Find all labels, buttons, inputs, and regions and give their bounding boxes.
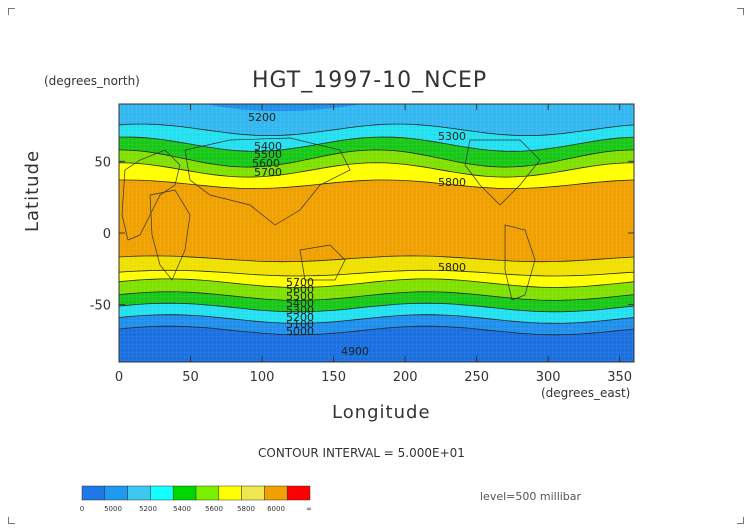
contour-label: 5700 xyxy=(286,276,314,289)
colorbar-swatch xyxy=(241,485,265,501)
continent-outline xyxy=(184,137,351,226)
x-axis-unit: (degrees_east) xyxy=(541,386,631,400)
colorbar-swatch xyxy=(172,485,197,501)
x-tick-label: 100 xyxy=(250,370,275,385)
colorbar-label: 6000 xyxy=(267,505,285,513)
colorbar-label: 5000 xyxy=(104,505,122,513)
colorbar-label: 5800 xyxy=(237,505,255,513)
y-tick-label: -50 xyxy=(90,299,111,314)
x-tick-label: 300 xyxy=(536,370,561,385)
colorbar-swatch xyxy=(195,485,220,501)
contour-label: 5300 xyxy=(438,130,466,143)
colorbar-swatch xyxy=(286,485,311,501)
contour-label: 5600 xyxy=(252,157,280,170)
contour-interval-note: CONTOUR INTERVAL = 5.000E+01 xyxy=(258,446,465,460)
level-note: level=500 millibar xyxy=(480,490,582,503)
contour-label: 5200 xyxy=(248,111,276,124)
corner-mark-bl xyxy=(8,517,15,524)
contour-label: 5400 xyxy=(286,297,314,310)
contour-label: 5200 xyxy=(286,311,314,324)
axis-ticks xyxy=(118,104,634,362)
colorbar-label: 5200 xyxy=(139,505,157,513)
colorbar-swatch xyxy=(150,485,174,501)
lat-lon-grid xyxy=(119,104,634,362)
x-tick-label: 200 xyxy=(393,370,418,385)
colorbar: 0 5000 5200 5400 5600 5800 6000 ∞ xyxy=(80,485,312,513)
colorbar-label: ∞ xyxy=(306,505,312,513)
contour-label: 5000 xyxy=(286,325,314,338)
contour-label: 5100 xyxy=(286,318,314,331)
y-axis-unit: (degrees_north) xyxy=(44,74,140,88)
colorbar-label: 5600 xyxy=(205,505,223,513)
contour-label: 5600 xyxy=(286,283,314,296)
contour-label: 5500 xyxy=(286,290,314,303)
colorbar-swatch xyxy=(81,485,106,501)
colorbar-swatch xyxy=(218,485,242,501)
corner-mark-tr xyxy=(737,8,744,15)
contour-label: 5700 xyxy=(254,166,282,179)
y-tick-label: 50 xyxy=(94,155,111,170)
contour-label: 4900 xyxy=(341,345,369,358)
continent-outline xyxy=(504,224,536,301)
contour-label: 5500 xyxy=(254,148,282,161)
y-tick-label: 0 xyxy=(103,227,111,242)
colorbar-label: 5400 xyxy=(173,505,191,513)
x-tick-label: 50 xyxy=(182,370,199,385)
contour-label: 5800 xyxy=(438,261,466,274)
corner-mark-br xyxy=(737,517,744,524)
x-tick-label: 250 xyxy=(464,370,489,385)
contour-label: 5400 xyxy=(254,140,282,153)
axis-tick-labels: 0 50 100 150 200 250 300 350 50 0 -50 xyxy=(90,155,632,385)
x-tick-label: 150 xyxy=(321,370,346,385)
colorbar-swatch xyxy=(104,485,128,501)
colorbar-label: 0 xyxy=(80,505,84,513)
contour-labels: 5200530054005500560057005800580057005600… xyxy=(248,111,466,358)
contour-fill-layer: 5200530054005500560057005800580057005600… xyxy=(119,104,634,362)
continent-outline xyxy=(149,189,191,281)
colorbar-swatch xyxy=(264,485,288,501)
x-axis-label: Longitude xyxy=(332,402,431,423)
x-tick-label: 350 xyxy=(607,370,632,385)
x-tick-label: 0 xyxy=(115,370,123,385)
contour-label: 5300 xyxy=(286,304,314,317)
contour-label: 5800 xyxy=(438,176,466,189)
corner-mark-tl xyxy=(8,8,15,15)
plot-title: HGT_1997-10_NCEP xyxy=(252,68,488,93)
continent-outline xyxy=(121,149,181,241)
colorbar-swatch xyxy=(127,485,151,501)
continent-outline xyxy=(299,244,346,281)
continent-outline xyxy=(464,139,541,206)
